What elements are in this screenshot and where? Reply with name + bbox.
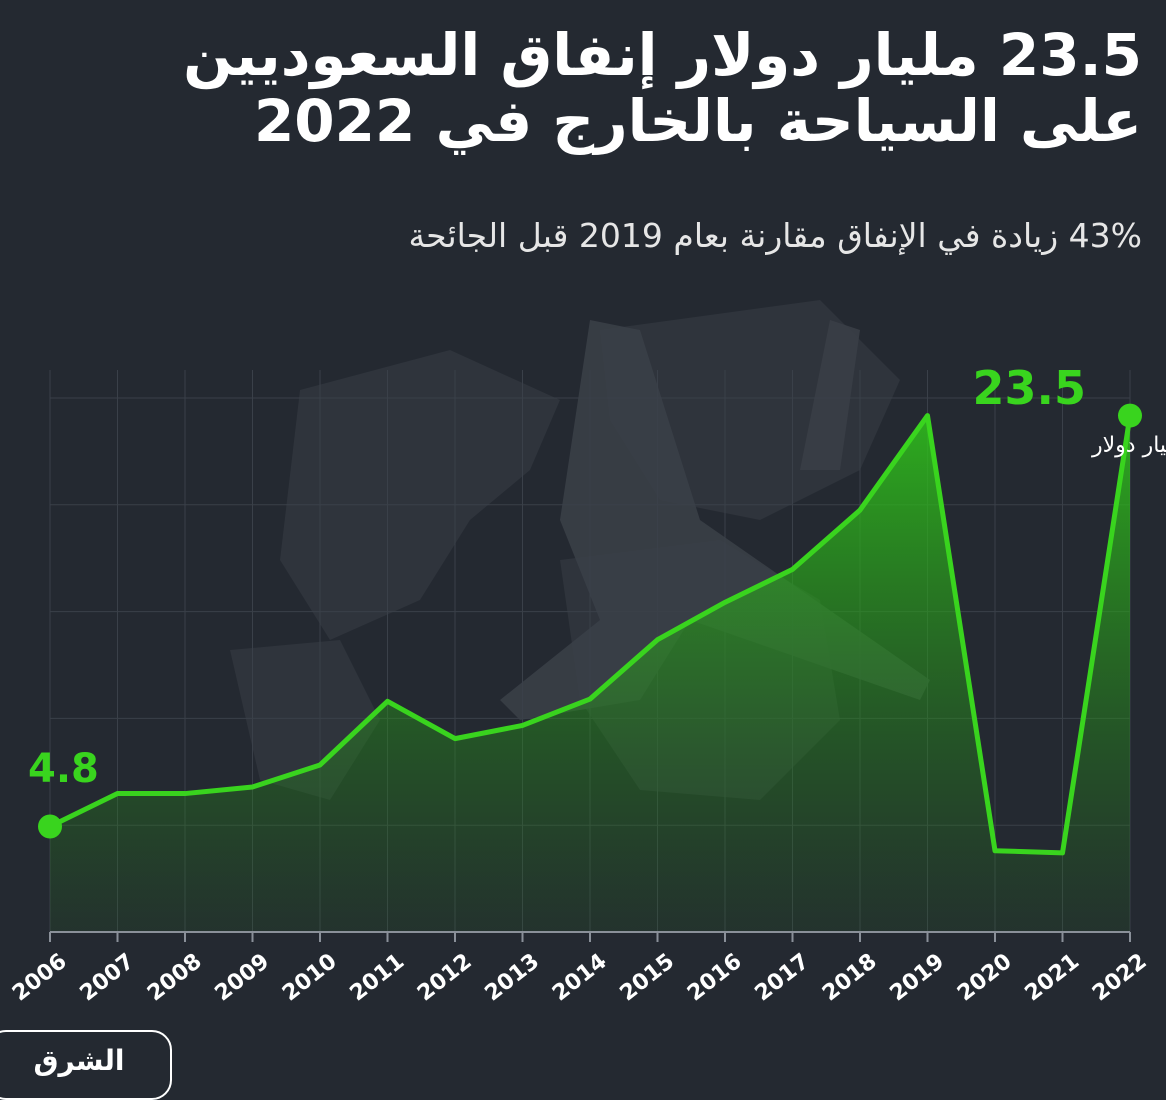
x-tick-label: 2007 bbox=[76, 949, 140, 1006]
x-tick-label: 2014 bbox=[548, 949, 612, 1006]
x-tick-label: 2021 bbox=[1021, 949, 1085, 1006]
x-tick-label: 2016 bbox=[683, 949, 747, 1006]
page-subtitle: 43% زيادة في الإنفاق مقارنة بعام 2019 قب… bbox=[22, 214, 1142, 258]
x-tick-label: 2019 bbox=[886, 949, 950, 1006]
x-tick-label: 2015 bbox=[616, 949, 680, 1006]
brand-logo-text: الشرق bbox=[33, 1044, 124, 1077]
data-point bbox=[1118, 404, 1142, 428]
title-line-2: على السياحة بالخارج في 2022 bbox=[254, 87, 1142, 155]
x-tick-label: 2012 bbox=[413, 949, 477, 1006]
end-unit-label: مليار دولار bbox=[1091, 433, 1166, 458]
data-point bbox=[38, 815, 62, 839]
x-tick-label: 2009 bbox=[211, 949, 275, 1006]
end-value-label: 23.5 bbox=[973, 361, 1087, 415]
x-tick-label: 2006 bbox=[8, 949, 72, 1006]
x-tick-label: 2011 bbox=[346, 949, 410, 1006]
x-tick-label: 2022 bbox=[1088, 949, 1152, 1006]
title-line-1: 23.5 مليار دولار إنفاق السعوديين bbox=[183, 21, 1142, 89]
x-tick-label: 2017 bbox=[751, 949, 815, 1006]
x-tick-label: 2020 bbox=[953, 949, 1017, 1006]
start-value-label: 4.8 bbox=[28, 746, 99, 792]
x-tick-label: 2018 bbox=[818, 949, 882, 1006]
x-tick-label: 2008 bbox=[143, 949, 207, 1006]
brand-logo: الشرق bbox=[0, 1030, 172, 1100]
page-title: 23.5 مليار دولار إنفاق السعوديين على الس… bbox=[22, 22, 1142, 154]
x-tick-label: 2010 bbox=[278, 949, 342, 1006]
x-tick-label: 2013 bbox=[481, 949, 545, 1006]
